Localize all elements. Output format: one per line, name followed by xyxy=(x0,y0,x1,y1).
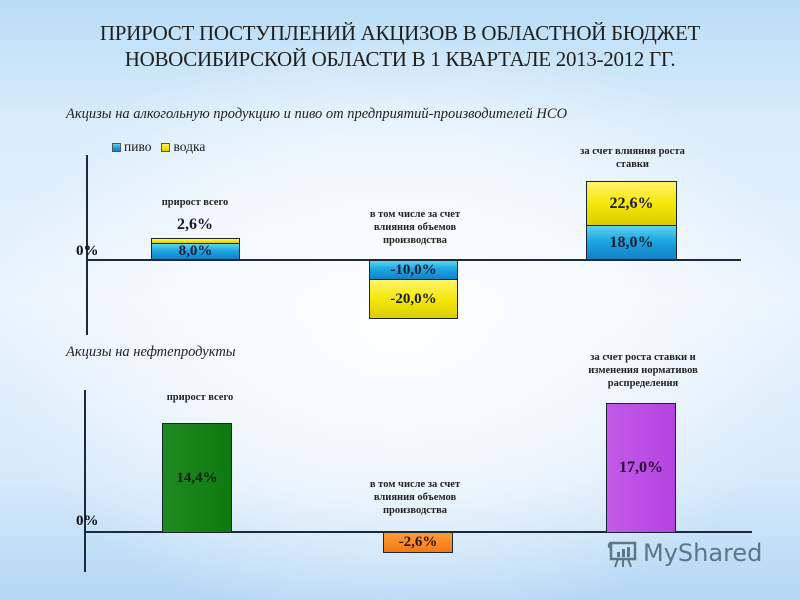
chart1-caption-total: прирост всего xyxy=(161,197,229,208)
chart1-value-total-vodka: 2,6% xyxy=(177,216,213,233)
chart2-caption-total: прирост всего xyxy=(166,392,234,403)
chart2-bar-total: 14,4% xyxy=(162,423,232,533)
chart1-bar-rate-vodka: 22,6% xyxy=(586,181,677,226)
chart1-value-rate-pivo: 18,0% xyxy=(609,233,654,251)
chart1-value-volume-pivo: -10,0% xyxy=(390,261,437,278)
slide-title: ПРИРОСТ ПОСТУПЛЕНИЙ АКЦИЗОВ В ОБЛАСТНОЙ … xyxy=(40,20,760,72)
slide-title-line-2: НОВОСИБИРСКОЙ ОБЛАСТИ В 1 КВАРТАЛЕ 2013-… xyxy=(124,47,676,71)
chart2-bar-volume: -2,6% xyxy=(383,532,453,553)
chart1-y-axis xyxy=(86,155,88,335)
chart2-caption-rate: за счет роста ставки и изменения нормати… xyxy=(588,352,698,389)
chart1-legend: пиво водка xyxy=(112,139,205,155)
chart1-bar-rate-pivo: 18,0% xyxy=(586,225,677,260)
legend-swatch-blue-icon xyxy=(112,142,121,152)
chart1-caption-volume: в том числе за счет влияния объемов прои… xyxy=(369,209,461,246)
legend-label-pivo: пиво xyxy=(124,139,152,154)
chart1-bar-volume-vodka: -20,0% xyxy=(369,279,458,319)
watermark: MyShared xyxy=(607,538,762,568)
chart1-caption-rate: за счет влияния роста ставки xyxy=(580,146,685,170)
chart1-bar-total-pivo: 8,0% xyxy=(151,243,240,260)
watermark-text: MyShared xyxy=(643,539,763,567)
chart2-subtitle: Акцизы на нефтепродукты xyxy=(66,344,236,360)
legend-label-vodka: водка xyxy=(173,139,206,154)
legend-item-pivo: пиво xyxy=(112,139,151,155)
chart1-value-total-pivo: 8,0% xyxy=(178,243,213,259)
chart2-zero-label: 0% xyxy=(76,513,99,529)
legend-item-vodka: водка xyxy=(161,139,205,155)
chart2-caption-volume: в том числе за счет влияния объемов прои… xyxy=(369,479,461,516)
chart1-subtitle: Акцизы на алкогольную продукцию и пиво о… xyxy=(66,106,568,122)
legend-swatch-yellow-icon xyxy=(161,142,171,152)
chart1-zero-label: 0% xyxy=(76,243,99,259)
chart1-value-rate-vodka: 22,6% xyxy=(609,194,654,212)
chart2-value-total: 14,4% xyxy=(176,469,218,486)
chart2-value-volume: -2,6% xyxy=(398,534,438,550)
chart1-bar-volume-pivo: -10,0% xyxy=(369,260,458,280)
presentation-board-icon xyxy=(607,541,637,568)
chart2-y-axis xyxy=(84,390,86,572)
chart1-value-volume-vodka: -20,0% xyxy=(390,290,437,307)
slide-title-line-1: ПРИРОСТ ПОСТУПЛЕНИЙ АКЦИЗОВ В ОБЛАСТНОЙ … xyxy=(99,21,701,45)
chart2-bar-rate: 17,0% xyxy=(606,403,676,533)
chart2-value-rate: 17,0% xyxy=(619,459,663,476)
